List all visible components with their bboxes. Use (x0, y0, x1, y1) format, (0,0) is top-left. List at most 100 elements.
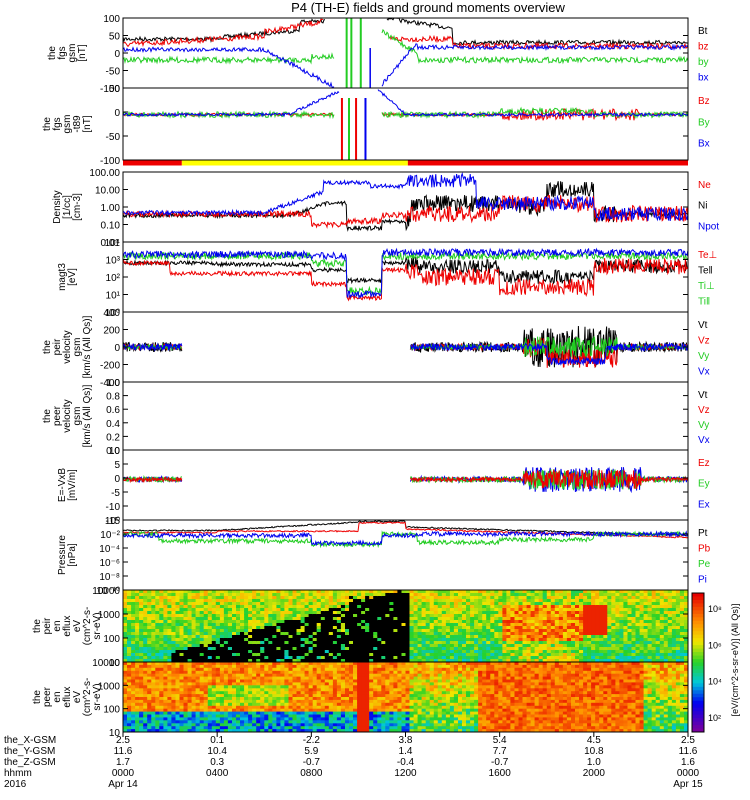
spectrogram-cell (272, 702, 277, 707)
spectrogram-cell (272, 729, 277, 732)
spectrogram-cell (139, 662, 144, 666)
spectrogram-cell (526, 617, 532, 621)
spectrogram-cell (336, 705, 342, 710)
spectrogram-cell (336, 647, 342, 651)
spectrogram-cell (671, 590, 677, 594)
spectrogram-cell (522, 605, 528, 609)
spectrogram-cell (240, 629, 245, 633)
spectrogram-cell (361, 602, 366, 606)
spectrogram-cell (300, 676, 306, 681)
spectrogram-cell (349, 599, 354, 603)
spectrogram-cell (195, 629, 201, 633)
spectrogram-cell (304, 593, 310, 597)
spectrogram-cell (163, 641, 168, 645)
spectrogram-cell (215, 729, 221, 732)
spectrogram-cell (591, 614, 596, 618)
spectrogram-cell (571, 653, 576, 657)
spectrogram-cell (353, 590, 358, 594)
spectrogram-cell (546, 653, 552, 657)
spectrogram-cell (320, 670, 326, 675)
spectrogram-cell (187, 596, 193, 600)
spectrogram-cell (659, 593, 665, 597)
spectrogram-cell (328, 714, 334, 718)
spectrogram-cell (223, 626, 229, 630)
spectrogram-cell (474, 596, 479, 600)
y-axis-label: the (32, 619, 43, 633)
spectrogram-cell (332, 662, 338, 666)
spectrogram-cell (288, 605, 294, 609)
spectrogram-cell (655, 635, 661, 639)
spectrogram-cell (340, 617, 346, 621)
spectrogram-cell (486, 617, 491, 621)
spectrogram-cell (595, 605, 600, 609)
spectrogram-cell (417, 593, 423, 597)
spectrogram-cell (135, 685, 140, 689)
spectrogram-cell (530, 629, 536, 633)
spectrogram-cell (558, 626, 564, 630)
spectrogram-cell (312, 688, 318, 692)
spectrogram-cell (365, 626, 370, 630)
spectrogram-cell (175, 635, 181, 639)
spectrogram-cell (429, 650, 435, 654)
spectrogram-cell (494, 653, 499, 657)
spectrogram-cell (324, 705, 330, 710)
spectrogram-cell (675, 593, 681, 597)
spectrogram-cell (187, 717, 193, 721)
spectrogram-cell (369, 590, 374, 594)
spectrogram-cell (373, 653, 378, 657)
spectrogram-cell (268, 659, 273, 662)
spectrogram-cell (542, 626, 548, 630)
spectrogram-cell (207, 593, 213, 597)
spectrogram-cell (280, 635, 285, 639)
spectrogram-cell (167, 676, 172, 681)
spectrogram-cell (619, 596, 624, 600)
spectrogram-cell (123, 629, 128, 633)
spectrogram-cell (336, 729, 342, 732)
spectrogram-cell (324, 694, 330, 698)
spectrogram-cell (510, 590, 515, 594)
spectrogram-cell (671, 629, 677, 633)
spectrogram-cell (324, 729, 330, 732)
spectrogram-cell (284, 650, 289, 654)
spectrogram-cell (179, 605, 185, 609)
spectrogram-cell (623, 605, 628, 609)
spectrogram-cell (159, 662, 164, 666)
spectrogram-cell (393, 602, 398, 606)
spectrogram-cell (276, 679, 281, 683)
spectrogram-cell (583, 656, 588, 660)
spectrogram-cell (340, 590, 346, 594)
spectrogram-cell (684, 647, 688, 651)
spectrogram-cell (494, 626, 499, 630)
spectrogram-cell (159, 590, 164, 594)
spectrogram-cell (486, 602, 491, 606)
spectrogram-cell (139, 617, 144, 621)
spectrogram-cell (643, 617, 649, 621)
spectrogram-cell (526, 632, 532, 636)
spectrogram-cell (163, 623, 168, 627)
spectrogram-cell (320, 694, 326, 698)
spectrogram-cell (191, 590, 197, 594)
spectrogram-cell (425, 611, 431, 615)
spectrogram-cell (320, 708, 326, 713)
spectrogram-cell (236, 608, 241, 612)
spectrogram-cell (663, 638, 669, 642)
spectrogram-cell (179, 685, 185, 689)
spectrogram-cell (615, 623, 620, 627)
spectrogram-cell (123, 694, 128, 698)
spectrogram-cell (369, 623, 374, 627)
spectrogram-cell (667, 653, 673, 657)
spectrogram-cell (433, 656, 439, 660)
spectrogram-cell (324, 685, 330, 689)
spectrogram-cell (526, 644, 532, 648)
spectrogram-cell (385, 647, 390, 651)
spectrogram-cell (300, 644, 306, 648)
spectrogram-cell (308, 720, 314, 724)
spectrogram-cell (575, 599, 580, 603)
spectrogram-cell (651, 635, 657, 639)
spectrogram-cell (635, 659, 641, 662)
spectrogram-cell (675, 602, 681, 606)
spectrogram-cell (603, 590, 608, 594)
spectrogram-cell (183, 705, 189, 710)
spectrogram-cell (550, 659, 556, 662)
